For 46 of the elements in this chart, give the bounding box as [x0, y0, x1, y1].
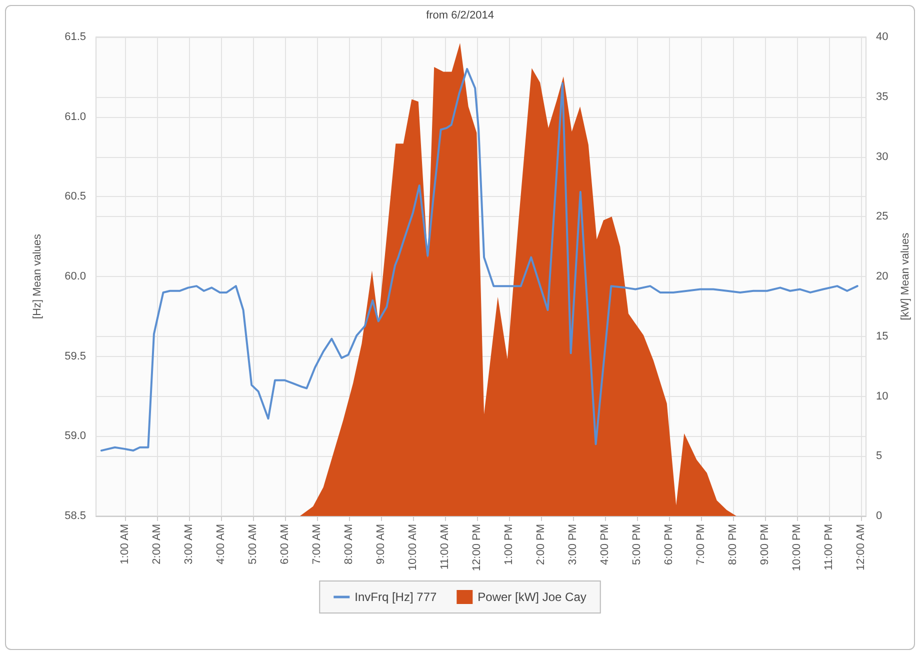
y-tick-label: 60.0: [64, 270, 86, 282]
y2-tick-label: 25: [876, 210, 888, 223]
y2-tick-label: 15: [876, 330, 888, 342]
x-tick-label: 3:00 AM: [182, 524, 195, 564]
y2-tick-label: 40: [876, 31, 888, 43]
x-tick-label: 8:00 AM: [342, 524, 355, 564]
y2-tick-label: 10: [876, 390, 888, 402]
legend-label: InvFrq [Hz] 777: [354, 590, 437, 604]
y2-tick-label: 5: [876, 450, 882, 462]
y2-axis-title: [kW] Mean values: [900, 232, 912, 320]
y-tick-label: 59.0: [64, 430, 86, 442]
y2-tick-label: 20: [876, 270, 888, 282]
y-tick-label: 58.5: [64, 510, 86, 522]
x-tick-label: 3:00 PM: [567, 524, 580, 565]
x-tick-label: 4:00 AM: [214, 524, 227, 564]
x-tick-label: 6:00 AM: [278, 524, 291, 564]
x-tick-label: 11:00 AM: [438, 524, 451, 570]
legend-label: Power [kW] Joe Cay: [478, 590, 586, 604]
x-tick-label: 1:00 PM: [503, 524, 516, 565]
x-tick-label: 1:00 AM: [118, 524, 131, 564]
x-tick-label: 7:00 AM: [310, 524, 323, 564]
y2-tick-label: 0: [876, 510, 882, 522]
x-tick-label: 6:00 PM: [663, 524, 676, 565]
x-tick-label: 2:00 PM: [535, 524, 548, 565]
y-tick-label: 61.5: [64, 31, 86, 43]
x-tick-label: 5:00 PM: [631, 524, 644, 565]
x-tick-label: 11:00 PM: [823, 524, 836, 570]
y-tick-label: 60.5: [64, 190, 86, 203]
y-axis-title: [Hz] Mean values: [32, 234, 44, 319]
x-tick-label: 9:00 AM: [374, 524, 387, 564]
x-tick-label: 9:00 PM: [759, 524, 772, 565]
x-tick-label: 4:00 PM: [599, 524, 612, 565]
x-tick-label: 10:00 PM: [791, 524, 804, 572]
chart-title: from 6/2/2014: [426, 10, 494, 22]
y-tick-label: 61.0: [64, 110, 86, 123]
x-tick-label: 5:00 AM: [246, 524, 259, 564]
x-tick-label: 10:00 AM: [406, 524, 419, 570]
y2-tick-label: 35: [876, 90, 888, 103]
y2-tick-label: 30: [876, 150, 888, 163]
x-tick-label: 2:00 AM: [150, 524, 163, 564]
x-tick-label: 8:00 PM: [727, 524, 740, 565]
y-tick-label: 59.5: [64, 350, 86, 362]
line-series: [100, 68, 858, 452]
x-tick-label: 12:00 AM: [855, 524, 868, 570]
x-tick-label: 7:00 PM: [695, 524, 708, 565]
x-tick-label: 12:00 PM: [471, 524, 483, 572]
